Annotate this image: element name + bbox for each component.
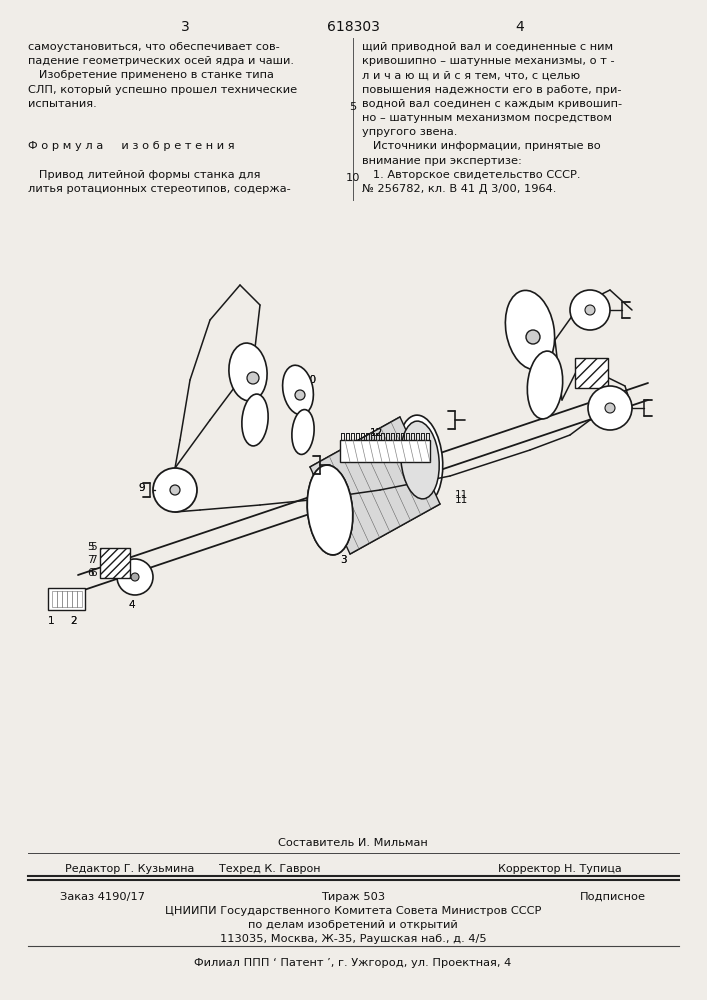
- Text: СЛП, который успешно прошел технические: СЛП, который успешно прошел технические: [28, 85, 297, 95]
- Ellipse shape: [283, 365, 313, 415]
- Text: № 256782, кл. В 41 Д 3/00, 1964.: № 256782, кл. В 41 Д 3/00, 1964.: [362, 184, 556, 194]
- Text: 11: 11: [455, 495, 468, 505]
- Text: литья ротационных стереотипов, содержа-: литья ротационных стереотипов, содержа-: [28, 184, 291, 194]
- Circle shape: [117, 559, 153, 595]
- Circle shape: [170, 485, 180, 495]
- Circle shape: [588, 386, 632, 430]
- Text: ЦНИИПИ Государственного Комитета Совета Министров СССР: ЦНИИПИ Государственного Комитета Совета …: [165, 906, 541, 916]
- Text: Подписное: Подписное: [580, 892, 646, 902]
- Circle shape: [247, 372, 259, 384]
- Text: Привод литейной формы станка для: Привод литейной формы станка для: [28, 170, 260, 180]
- Bar: [52, 591, 82, 607]
- Text: 4: 4: [128, 600, 134, 610]
- Text: но – шатунным механизмом посредством: но – шатунным механизмом посредством: [362, 113, 612, 123]
- Polygon shape: [310, 417, 440, 554]
- Text: 7: 7: [87, 555, 93, 565]
- Ellipse shape: [397, 415, 443, 505]
- Text: 9: 9: [138, 483, 145, 493]
- Text: 7: 7: [90, 555, 97, 565]
- Text: 11: 11: [455, 490, 468, 500]
- Circle shape: [131, 573, 139, 581]
- Text: Изобретение применено в станке типа: Изобретение применено в станке типа: [28, 70, 274, 80]
- Text: 5: 5: [90, 542, 97, 552]
- Text: 6: 6: [90, 568, 97, 578]
- Text: 10: 10: [304, 375, 317, 385]
- Ellipse shape: [292, 410, 314, 454]
- Text: Источники информации, принятые во: Источники информации, принятые во: [362, 141, 601, 151]
- Text: кривошипно – шатунные механизмы, о т -: кривошипно – шатунные механизмы, о т -: [362, 56, 614, 66]
- Text: 1: 1: [48, 616, 54, 626]
- Text: 2: 2: [70, 616, 76, 626]
- Bar: [48, 588, 85, 610]
- Text: внимание при экспертизе:: внимание при экспертизе:: [362, 156, 522, 166]
- Ellipse shape: [308, 465, 353, 555]
- Text: водной вал соединен с каждым кривошип-: водной вал соединен с каждым кривошип-: [362, 99, 622, 109]
- Text: 6: 6: [87, 568, 93, 578]
- Text: 4: 4: [128, 600, 134, 610]
- Bar: [575, 358, 608, 388]
- Circle shape: [153, 468, 197, 512]
- Ellipse shape: [506, 290, 554, 370]
- Text: Корректор Н. Тупица: Корректор Н. Тупица: [498, 864, 622, 874]
- Text: л и ч а ю щ и й с я тем, что, с целью: л и ч а ю щ и й с я тем, что, с целью: [362, 70, 580, 80]
- Circle shape: [605, 403, 615, 413]
- Text: Техред К. Гаврон: Техред К. Гаврон: [219, 864, 321, 874]
- Text: 9: 9: [138, 483, 145, 493]
- Text: по делам изобретений и открытий: по делам изобретений и открытий: [248, 920, 458, 930]
- Text: 1. Авторское свидетельство СССР.: 1. Авторское свидетельство СССР.: [362, 170, 580, 180]
- Bar: [100, 548, 130, 578]
- Circle shape: [526, 330, 540, 344]
- Text: упругого звена.: упругого звена.: [362, 127, 457, 137]
- Circle shape: [295, 390, 305, 400]
- Text: 2: 2: [70, 616, 76, 626]
- Text: 3: 3: [340, 555, 346, 565]
- Text: 1: 1: [48, 616, 54, 626]
- Text: Ф о р м у л а     и з о б р е т е н и я: Ф о р м у л а и з о б р е т е н и я: [28, 141, 235, 151]
- Text: 12: 12: [370, 428, 383, 438]
- Bar: [340, 440, 430, 462]
- Text: 8: 8: [238, 358, 245, 368]
- Text: падение геометрических осей ядра и чаши.: падение геометрических осей ядра и чаши.: [28, 56, 294, 66]
- Text: 618303: 618303: [327, 20, 380, 34]
- Text: Составитель И. Мильман: Составитель И. Мильман: [278, 838, 428, 848]
- Text: 10: 10: [346, 173, 361, 183]
- Text: Тираж 503: Тираж 503: [321, 892, 385, 902]
- Text: Филиал ППП ‘ Патент ’, г. Ужгород, ул. Проектная, 4: Филиал ППП ‘ Патент ’, г. Ужгород, ул. П…: [194, 958, 512, 968]
- Ellipse shape: [242, 394, 268, 446]
- Text: щий приводной вал и соединенные с ним: щий приводной вал и соединенные с ним: [362, 42, 613, 52]
- Text: Редактор Г. Кузьмина: Редактор Г. Кузьмина: [65, 864, 194, 874]
- Text: 3: 3: [340, 555, 346, 565]
- Text: 4: 4: [515, 20, 525, 34]
- Text: 12: 12: [370, 428, 383, 438]
- Ellipse shape: [229, 343, 267, 401]
- Text: повышения надежности его в работе, при-: повышения надежности его в работе, при-: [362, 85, 621, 95]
- Text: испытания.: испытания.: [28, 99, 97, 109]
- Ellipse shape: [527, 351, 563, 419]
- Circle shape: [585, 305, 595, 315]
- Text: 5: 5: [87, 542, 93, 552]
- Text: 113035, Москва, Ж-35, Раушская наб., д. 4/5: 113035, Москва, Ж-35, Раушская наб., д. …: [220, 934, 486, 944]
- Text: 10: 10: [304, 375, 317, 385]
- Circle shape: [570, 290, 610, 330]
- Text: 5: 5: [349, 102, 356, 112]
- Text: 8: 8: [238, 358, 245, 368]
- Ellipse shape: [308, 465, 353, 555]
- Ellipse shape: [401, 421, 439, 499]
- Text: 3: 3: [180, 20, 189, 34]
- Text: самоустановиться, что обеспечивает сов-: самоустановиться, что обеспечивает сов-: [28, 42, 280, 52]
- Text: Заказ 4190/17: Заказ 4190/17: [60, 892, 145, 902]
